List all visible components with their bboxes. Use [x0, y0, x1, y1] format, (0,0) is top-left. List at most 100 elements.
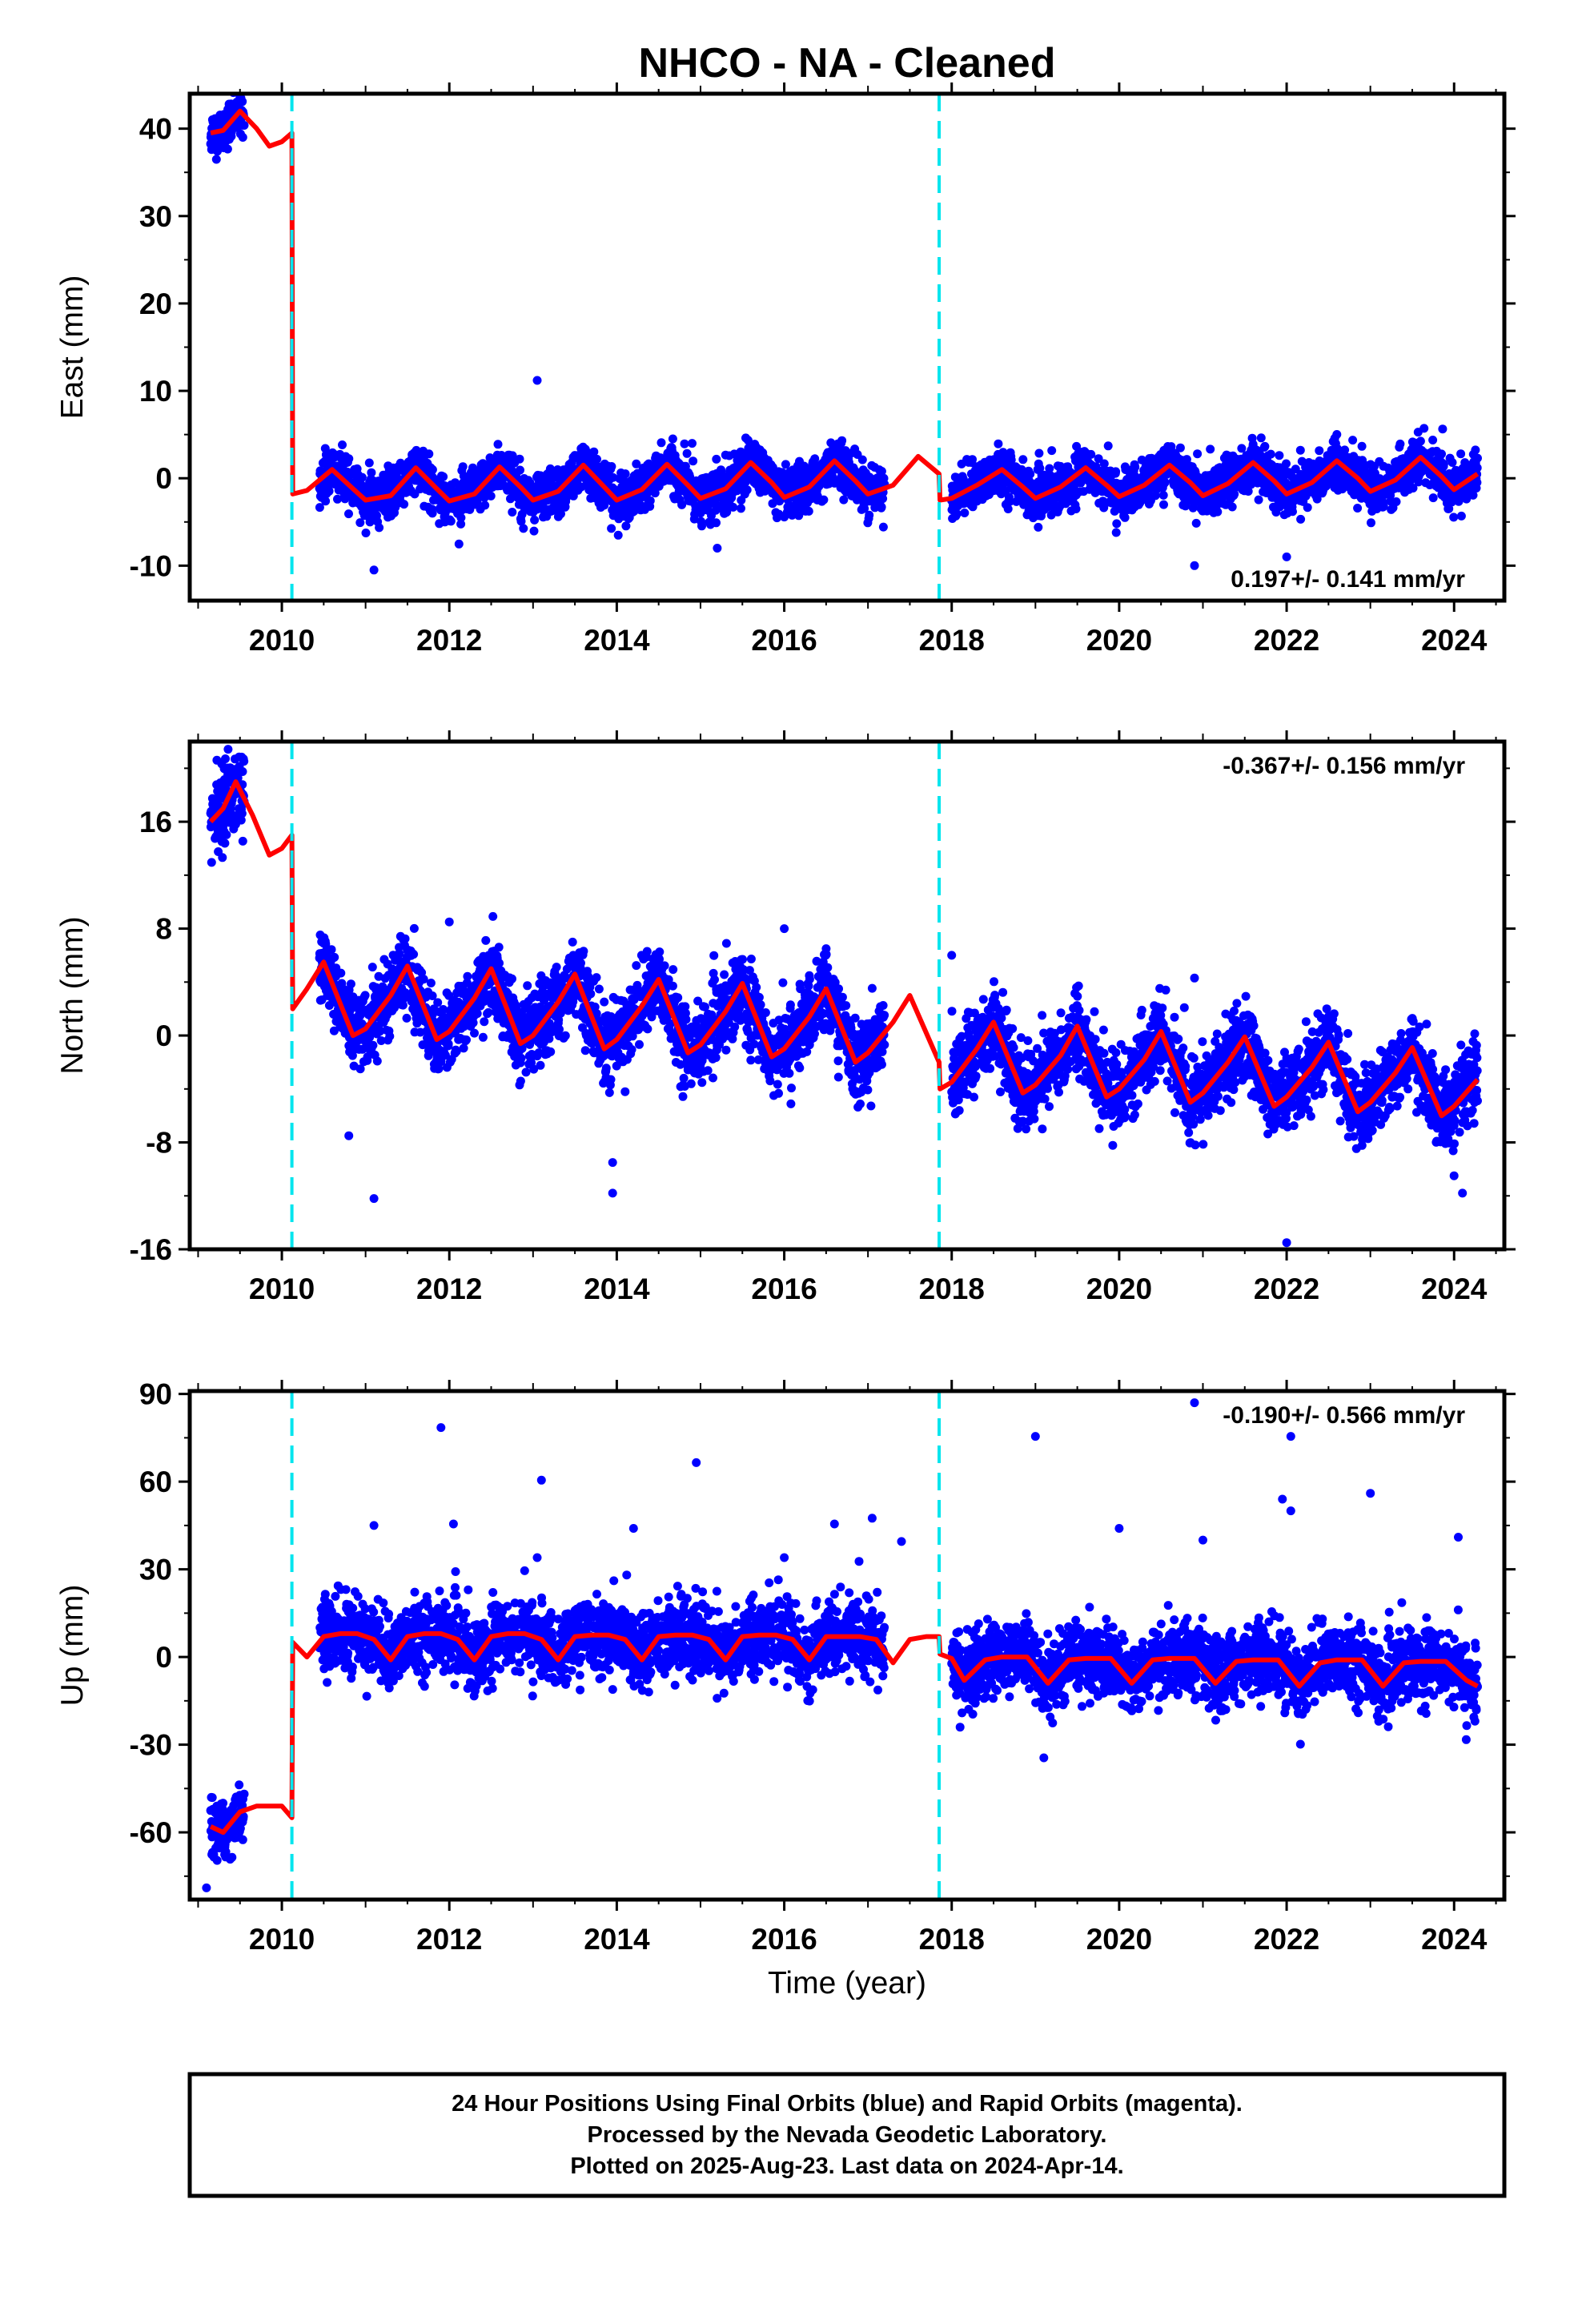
east-data-point [1428, 436, 1438, 444]
chart-title: NHCO - NA - Cleaned [639, 40, 1056, 86]
east-data-point [456, 519, 466, 529]
east-data-point [722, 507, 732, 517]
east-data-point [1315, 446, 1324, 456]
east-x-tick-label: 2024 [1421, 624, 1488, 657]
east-data-point [1473, 453, 1482, 463]
east-x-tick-label: 2022 [1254, 624, 1319, 657]
east-data-point [493, 440, 503, 449]
north-data-point [238, 767, 247, 776]
east-data-point [1034, 448, 1044, 458]
east-data-point [1182, 455, 1191, 464]
east-data-point [223, 144, 232, 154]
east-data-point [364, 458, 374, 468]
east-y-tick-label: 30 [139, 200, 172, 233]
east-data-point [506, 494, 515, 504]
east-data-point [1437, 449, 1446, 459]
east-data-point [1312, 494, 1322, 504]
north-data-point [367, 963, 377, 972]
east-data-point [787, 510, 797, 520]
east-data-point [650, 489, 660, 498]
east-data-point [968, 455, 977, 464]
east-data-point [530, 515, 540, 525]
east-data-point [486, 491, 496, 501]
east-data-point [1111, 467, 1121, 476]
east-data-point [1137, 455, 1146, 464]
east-data-point [1003, 505, 1013, 513]
east-data-point [1391, 497, 1401, 506]
east-y-tick-label: 20 [139, 287, 172, 320]
east-data-point [1047, 446, 1057, 456]
east-data-point [952, 509, 962, 519]
east-data-point [1045, 464, 1054, 473]
east-outlier-point [369, 565, 379, 575]
east-data-point [1237, 444, 1247, 453]
east-data-point [1086, 449, 1096, 459]
east-data-point [367, 468, 376, 477]
east-data-point [556, 509, 565, 519]
east-data-point [839, 495, 849, 505]
north-data-point [327, 945, 336, 955]
east-data-point [1112, 519, 1122, 529]
east-data-point [804, 506, 813, 516]
north-data-point [207, 858, 216, 867]
east-data-point [1130, 462, 1140, 472]
east-data-point [1111, 528, 1121, 537]
east-data-point [1332, 430, 1342, 439]
east-data-point [960, 509, 970, 517]
east-data-point [645, 496, 655, 505]
east-data-point [677, 500, 687, 509]
east-data-point [697, 521, 706, 531]
east-data-point [1447, 458, 1457, 467]
east-data-point [1193, 449, 1203, 459]
east-data-point [1415, 436, 1425, 446]
east-data-point [768, 499, 777, 509]
north-data-point [395, 949, 404, 959]
east-data-point [480, 501, 490, 510]
east-data-point [1395, 439, 1405, 448]
east-data-point [1260, 441, 1270, 451]
east-data-point [781, 460, 790, 469]
east-data-point [712, 518, 721, 528]
east-data-point [632, 459, 641, 468]
east-data-point [613, 530, 623, 540]
north-data-point [238, 836, 247, 846]
north-data-point [239, 757, 249, 766]
east-x-tick-label: 2018 [919, 624, 985, 657]
east-data-point [1026, 469, 1035, 479]
east-x-tick-label: 2016 [751, 624, 817, 657]
north-data-point [368, 1040, 378, 1050]
north-data-point [400, 934, 410, 943]
east-data-point [1419, 424, 1429, 433]
east-outlier-point [532, 376, 542, 385]
east-data-point [743, 436, 753, 445]
east-data-point [1230, 489, 1239, 499]
east-data-point [1103, 441, 1113, 451]
east-data-point [737, 504, 745, 513]
east-data-point [656, 438, 666, 448]
east-data-point [458, 462, 468, 472]
east-data-point [375, 523, 384, 533]
east-data-point [685, 472, 695, 481]
east-data-point [529, 526, 539, 536]
east-x-tick-label: 2020 [1086, 624, 1152, 657]
east-frame [187, 91, 1507, 603]
east-data-point [1099, 503, 1109, 513]
east-data-point [1158, 490, 1168, 500]
east-y-tick-label: 0 [155, 462, 172, 495]
east-data-point [1295, 445, 1305, 455]
east-data-point [355, 518, 365, 528]
east-data-point [1288, 507, 1297, 517]
east-data-point [344, 454, 354, 464]
east-data-point [1206, 444, 1215, 454]
north-data-point [409, 950, 419, 959]
east-data-point [1449, 513, 1459, 522]
east-data-point [1227, 502, 1237, 512]
east-data-point [826, 438, 836, 448]
north-data-point [222, 830, 231, 839]
east-data-point [621, 521, 631, 531]
east-data-point [439, 472, 448, 481]
east-data-point [1471, 445, 1480, 455]
east-data-point [1472, 463, 1482, 472]
